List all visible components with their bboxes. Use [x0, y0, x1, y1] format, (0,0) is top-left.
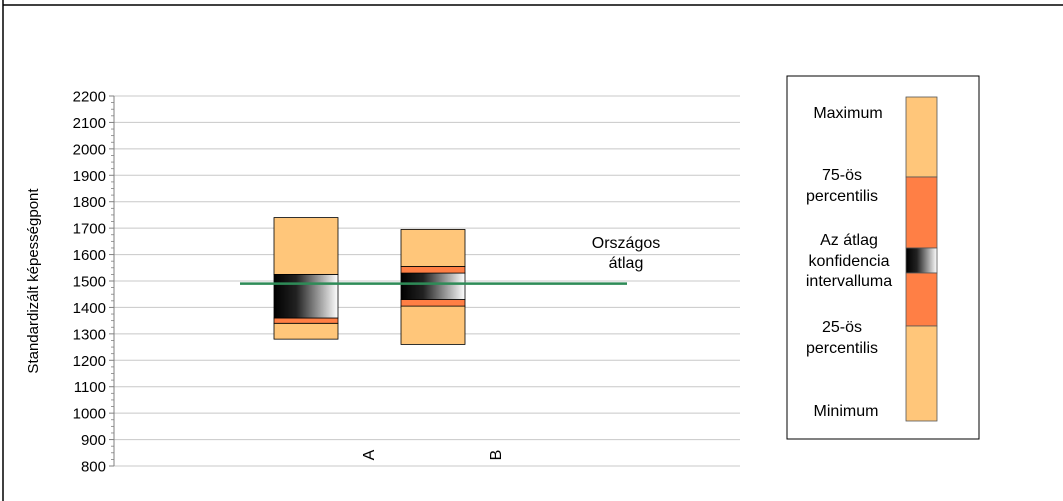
y-tick-label: 1000: [73, 406, 106, 423]
legend-label-p25-line1: 25-ös: [822, 319, 862, 336]
y-tick-label: 2100: [73, 115, 106, 132]
box-segment-ci-p75: [400, 266, 466, 274]
y-tick-label: 1600: [73, 247, 106, 264]
y-tick-label: 1500: [73, 274, 106, 291]
legend-label-ci-line1: Az átlag: [820, 232, 878, 249]
box-segment-p25-ci: [273, 317, 339, 324]
plot-area: 800 900 1000 1100 1200 1300 1400 1500 1600 1700 18…: [73, 89, 740, 476]
national-average-label-line1: Országos: [592, 235, 660, 252]
y-tick-label: 2200: [73, 89, 106, 106]
legend-label-p75-line1: 75-ös: [822, 167, 862, 184]
box-segment-min-p25: [400, 305, 466, 345]
box-segment-p75-max: [273, 217, 339, 275]
y-tick-label: 1400: [73, 300, 106, 317]
y-tick-label: 800: [81, 459, 106, 476]
legend-label-p75-line2: percentilis: [806, 188, 878, 205]
national-average-label-line2: átlag: [609, 255, 644, 272]
box-segment-ci: [273, 273, 339, 319]
legend-bar-p75: [905, 176, 938, 249]
y-tick-label: 1100: [74, 379, 106, 396]
box-segment-p25-ci: [400, 299, 466, 307]
legend-bar-ci: [905, 247, 938, 274]
y-tick-label: 1300: [73, 326, 106, 343]
x-category-label: B: [488, 450, 505, 461]
y-axis-title: Standardizált képességpont: [25, 188, 42, 374]
legend-bar-min: [905, 325, 938, 422]
legend-label-minimum: Minimum: [814, 403, 879, 420]
legend: Maximum 75-ös percentilis Az átlag konfi…: [786, 75, 980, 440]
y-tick-label: 1200: [73, 353, 106, 370]
box-A: [273, 217, 339, 340]
gridlines: [114, 95, 740, 467]
box-series: [273, 217, 466, 345]
box-segment-ci: [400, 272, 466, 300]
box-segment-min-p25: [273, 322, 339, 340]
y-axis-ticks: 800 900 1000 1100 1200 1300 1400 1500 1600 1700 18…: [73, 89, 114, 476]
y-tick-label: 900: [81, 432, 106, 449]
legend-bar-p25: [905, 272, 938, 327]
box-B: [400, 229, 466, 345]
legend-label-ci-line2: konfidencia: [809, 253, 890, 270]
y-tick-label: 1800: [73, 194, 106, 211]
x-category-label: A: [361, 449, 378, 460]
box-segment-p75-max: [400, 229, 466, 267]
legend-box: [786, 75, 980, 440]
legend-label-ci-line3: intervalluma: [806, 273, 892, 290]
y-tick-label: 1700: [73, 221, 106, 238]
legend-label-p25-line2: percentilis: [806, 340, 878, 357]
legend-bar-max: [905, 96, 938, 178]
legend-label-maximum: Maximum: [813, 105, 882, 122]
y-tick-label: 1900: [73, 168, 106, 185]
y-tick-label: 2000: [73, 141, 106, 158]
